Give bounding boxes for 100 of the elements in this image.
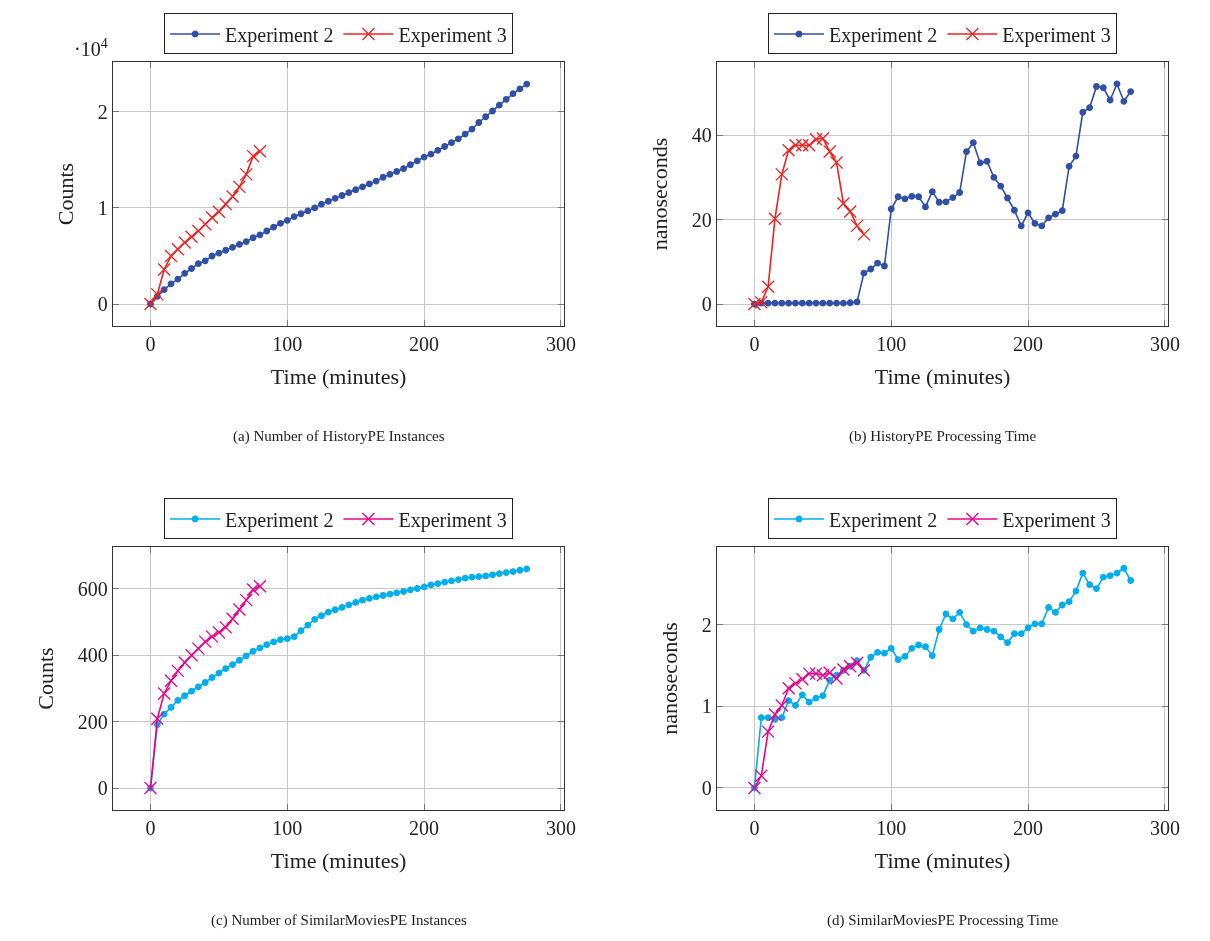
point bbox=[393, 589, 401, 597]
point bbox=[365, 180, 373, 188]
point bbox=[345, 601, 353, 609]
point bbox=[942, 198, 950, 206]
point bbox=[188, 687, 195, 695]
point bbox=[191, 641, 206, 656]
point bbox=[194, 683, 202, 691]
point bbox=[304, 207, 312, 215]
point bbox=[324, 608, 332, 616]
point bbox=[236, 656, 243, 664]
point bbox=[747, 297, 762, 311]
point bbox=[1065, 598, 1073, 606]
point bbox=[826, 299, 834, 307]
point bbox=[1038, 222, 1046, 230]
point bbox=[1113, 569, 1121, 577]
point bbox=[523, 565, 531, 573]
point bbox=[400, 588, 407, 595]
point bbox=[379, 592, 387, 599]
text: (c) Number of SimilarMoviesPE Instances bbox=[211, 912, 467, 929]
point bbox=[277, 219, 284, 227]
point bbox=[318, 612, 325, 620]
point bbox=[928, 652, 936, 660]
point bbox=[441, 143, 449, 150]
point bbox=[256, 644, 264, 652]
point bbox=[768, 707, 782, 722]
point bbox=[253, 579, 267, 593]
point bbox=[963, 148, 970, 155]
point bbox=[894, 656, 902, 664]
point bbox=[829, 155, 844, 170]
point bbox=[164, 674, 178, 688]
point bbox=[413, 157, 421, 165]
point bbox=[393, 168, 401, 175]
point bbox=[798, 299, 806, 307]
point bbox=[249, 647, 257, 655]
point bbox=[236, 241, 243, 248]
point bbox=[990, 173, 998, 181]
point bbox=[846, 299, 854, 307]
point bbox=[420, 153, 428, 161]
point bbox=[290, 633, 298, 641]
point bbox=[795, 138, 809, 152]
y-tick-label: 600 bbox=[77, 577, 108, 600]
point bbox=[372, 177, 380, 185]
point bbox=[489, 571, 496, 579]
point bbox=[167, 280, 175, 288]
x-tick-label: 300 bbox=[1149, 817, 1180, 840]
point bbox=[782, 681, 796, 695]
point bbox=[990, 627, 998, 635]
y-axis-title: Counts bbox=[52, 162, 78, 226]
point bbox=[413, 585, 421, 592]
point bbox=[949, 194, 957, 201]
point bbox=[212, 625, 226, 639]
point bbox=[775, 698, 789, 713]
y-tick-label: 2 bbox=[701, 613, 712, 636]
point bbox=[915, 193, 923, 201]
point bbox=[785, 299, 793, 307]
point bbox=[805, 299, 813, 307]
point bbox=[495, 570, 503, 577]
x-tick-label: 0 bbox=[749, 333, 760, 356]
point bbox=[1045, 604, 1052, 611]
point bbox=[434, 580, 442, 587]
point bbox=[174, 275, 182, 283]
point bbox=[201, 679, 209, 686]
legend-label: Experiment 2 bbox=[829, 508, 938, 532]
point bbox=[1127, 88, 1135, 95]
point bbox=[461, 574, 469, 582]
point bbox=[754, 769, 768, 783]
point bbox=[475, 119, 483, 126]
point bbox=[359, 183, 366, 191]
point bbox=[219, 197, 233, 211]
point bbox=[997, 633, 1005, 641]
x-tick-label: 200 bbox=[409, 333, 440, 356]
point bbox=[764, 299, 772, 307]
point bbox=[208, 252, 216, 260]
x-tick-label: 100 bbox=[876, 817, 907, 840]
point bbox=[263, 641, 271, 649]
point bbox=[819, 692, 827, 700]
point bbox=[164, 249, 178, 263]
point bbox=[225, 189, 240, 204]
point bbox=[956, 608, 964, 616]
point bbox=[1120, 564, 1128, 572]
legend-label: Experiment 3 bbox=[398, 508, 507, 532]
point bbox=[819, 299, 827, 307]
point bbox=[792, 299, 799, 307]
point bbox=[427, 150, 435, 158]
point bbox=[768, 212, 782, 226]
point bbox=[1106, 96, 1114, 104]
point bbox=[915, 641, 923, 649]
point bbox=[194, 260, 202, 268]
point bbox=[757, 714, 765, 722]
point bbox=[338, 192, 346, 199]
point bbox=[482, 572, 490, 580]
point bbox=[778, 299, 786, 307]
point bbox=[283, 217, 291, 224]
y-axis-title: nanoseconds bbox=[646, 137, 672, 251]
x-tick-label: 300 bbox=[545, 333, 576, 356]
point bbox=[1093, 585, 1100, 593]
point bbox=[874, 259, 881, 267]
x-tick-label: 300 bbox=[1149, 333, 1180, 356]
point bbox=[836, 662, 851, 677]
point bbox=[324, 197, 332, 205]
